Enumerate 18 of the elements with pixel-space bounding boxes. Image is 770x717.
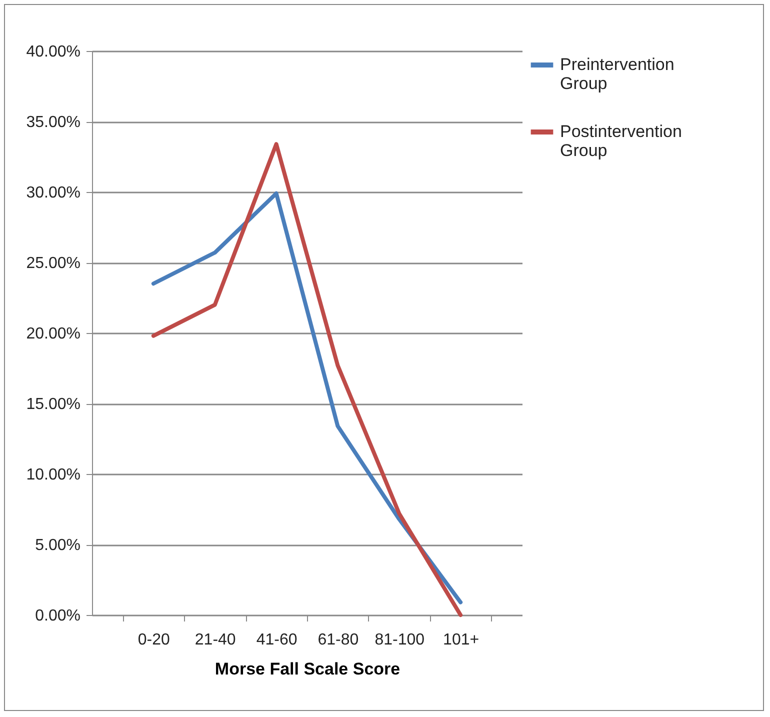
legend-label: Preintervention Group — [560, 55, 674, 93]
x-tick-label: 81-100 — [374, 632, 425, 648]
y-tick-label: 0.00% — [35, 608, 80, 624]
x-axis-title: Morse Fall Scale Score — [214, 660, 400, 678]
y-tick-label: 5.00% — [35, 537, 80, 554]
x-tick-label: 0-20 — [138, 632, 170, 648]
y-tick-label: 25.00% — [26, 255, 80, 272]
y-tick-label: 35.00% — [26, 114, 80, 131]
x-tick-label: 41-60 — [256, 632, 298, 648]
x-tick-label: 21-40 — [194, 632, 236, 648]
legend-label: Postintervention Group — [560, 122, 682, 160]
x-tick-label: 101+ — [443, 632, 480, 648]
y-tick-label: 20.00% — [26, 326, 80, 342]
x-tick-label: 61-80 — [318, 632, 359, 648]
y-tick-label: 15.00% — [26, 396, 80, 413]
y-tick-label: 40.00% — [26, 44, 80, 60]
y-tick-label: 30.00% — [26, 184, 80, 202]
y-tick-label: 10.00% — [26, 466, 80, 484]
